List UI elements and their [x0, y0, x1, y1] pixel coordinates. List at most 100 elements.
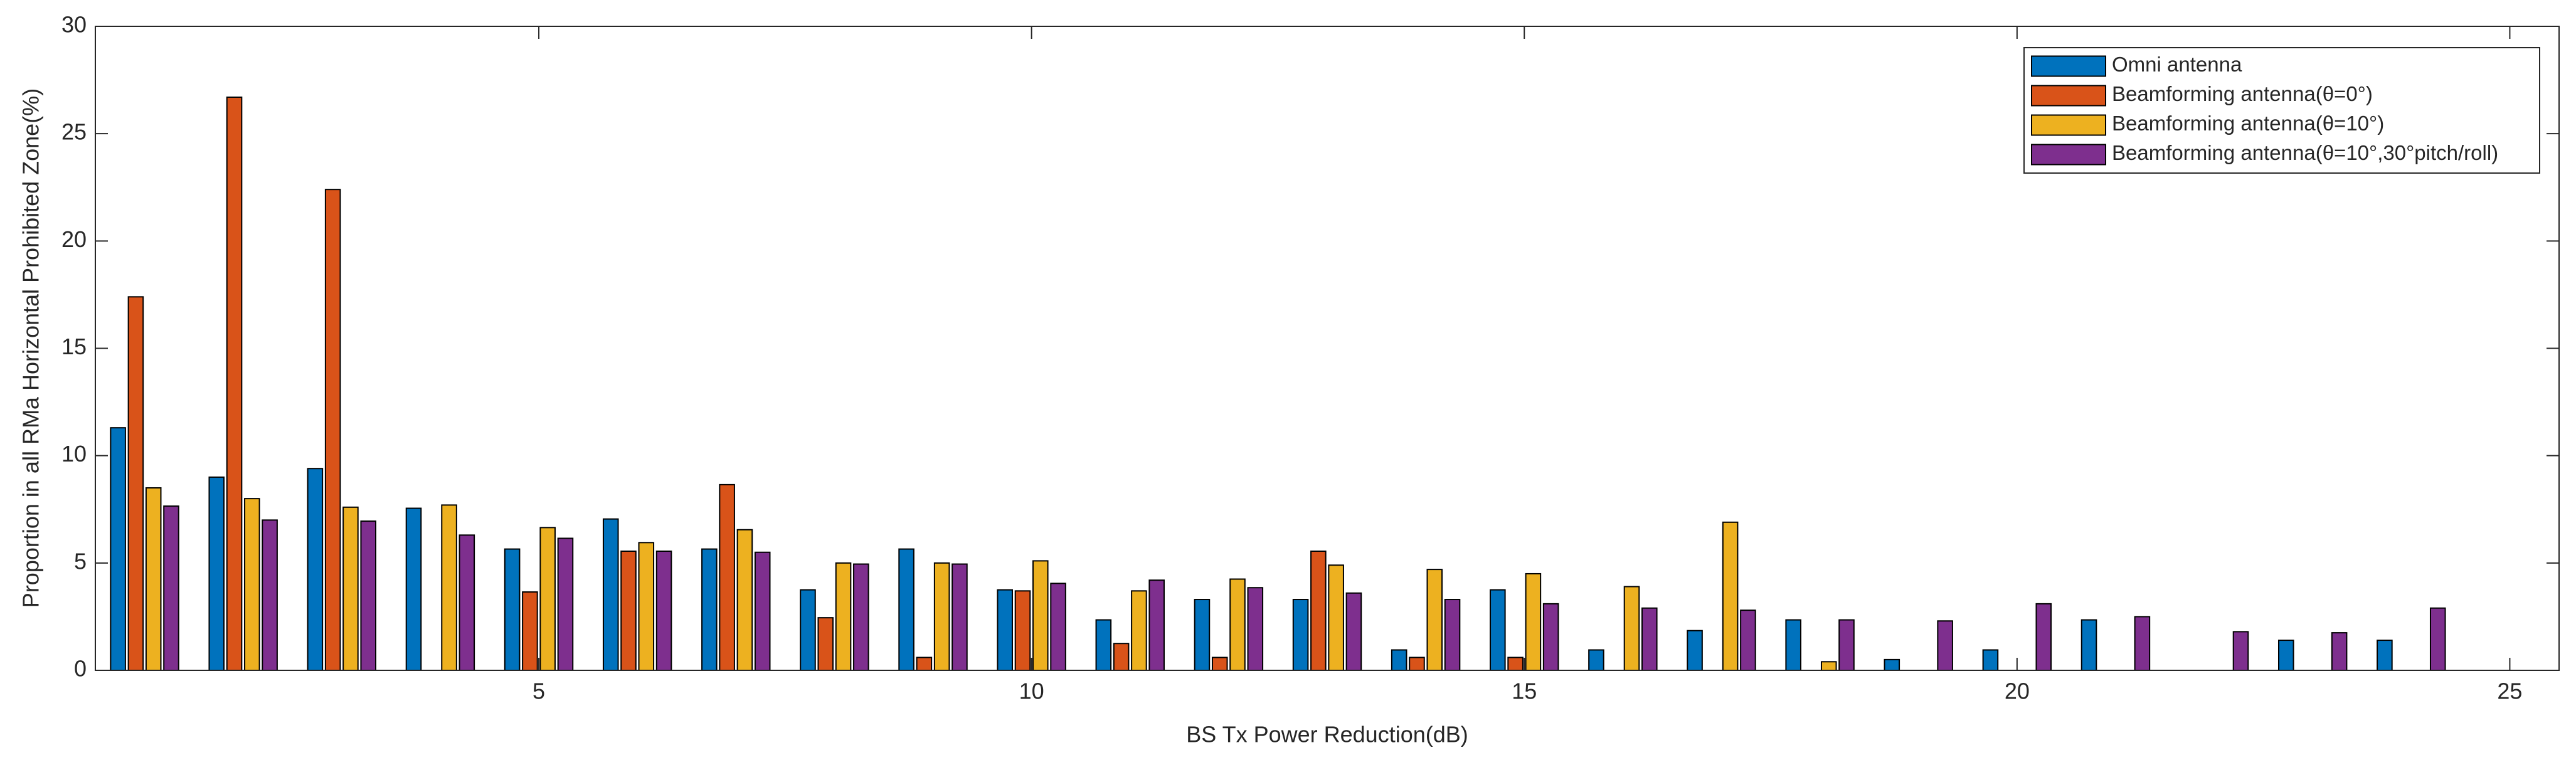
bar [1409, 657, 1425, 671]
bar [324, 189, 341, 671]
bar [817, 617, 834, 672]
bar [360, 520, 377, 671]
bar [110, 427, 126, 671]
bar [1623, 586, 1640, 671]
bar [1542, 603, 1559, 671]
bar [736, 529, 753, 671]
bar [1113, 643, 1130, 672]
bar [1292, 599, 1309, 672]
bar [1211, 657, 1228, 671]
bar [145, 487, 162, 671]
bar [2232, 631, 2249, 672]
bar [916, 657, 933, 671]
legend-label: Beamforming antenna(θ=10°) [2112, 112, 2384, 135]
bar [1426, 569, 1443, 671]
bar [1328, 564, 1344, 671]
legend-swatch [2031, 144, 2106, 166]
bar [1641, 607, 1658, 671]
legend-label: Beamforming antenna(θ=10°,30°pitch/roll) [2112, 141, 2498, 164]
bar [262, 519, 278, 671]
y-tick-label: 20 [61, 226, 87, 252]
bar [951, 563, 968, 671]
bar [2080, 619, 2097, 672]
bar [2377, 640, 2393, 671]
legend-swatch [2031, 85, 2106, 107]
bar [1687, 630, 1703, 671]
legend-box [2023, 47, 2540, 174]
bar [405, 507, 422, 671]
bar [1194, 599, 1211, 672]
bar [2331, 632, 2348, 672]
legend-label: Omni antenna [2112, 53, 2242, 76]
bar [655, 551, 672, 671]
x-tick-label: 25 [2497, 678, 2522, 704]
bar [1310, 551, 1327, 671]
y-tick-label: 10 [61, 441, 87, 467]
bar [1131, 590, 1147, 671]
bar [719, 483, 735, 671]
bar [898, 548, 914, 671]
bar [1525, 573, 1542, 672]
bar [1014, 590, 1031, 671]
bar [933, 562, 950, 671]
y-tick-label: 0 [74, 656, 87, 682]
bar [835, 562, 852, 671]
bar [638, 542, 655, 671]
bar [800, 589, 816, 671]
bar [701, 548, 718, 671]
bar [504, 548, 521, 671]
y-axis-label: Proportion in all RMa Horizontal Prohibi… [18, 88, 44, 608]
bar [1148, 579, 1165, 671]
bar [226, 96, 243, 672]
bar [1247, 587, 1264, 671]
bar [853, 563, 869, 671]
bar [458, 534, 475, 672]
bar [127, 296, 144, 671]
bar [1785, 619, 1801, 672]
y-tick-label: 15 [61, 334, 87, 359]
x-tick-label: 5 [533, 678, 545, 704]
bar [1345, 592, 1362, 672]
bar [1722, 521, 1739, 671]
x-tick-label: 20 [2005, 678, 2030, 704]
bar [1884, 658, 1900, 671]
bar [2134, 616, 2151, 672]
bar [522, 591, 538, 672]
legend-label: Beamforming antenna(θ=0°) [2112, 82, 2373, 105]
bar [1490, 589, 1506, 671]
x-axis-label: BS Tx Power Reduction(dB) [1186, 722, 1468, 747]
y-tick-label: 25 [61, 119, 87, 145]
bar [342, 506, 359, 671]
bar [2429, 607, 2446, 671]
bar [2277, 640, 2294, 671]
bar [1444, 599, 1461, 672]
legend-swatch [2031, 114, 2106, 136]
bar [1740, 610, 1756, 671]
bar [1937, 620, 1953, 671]
bar [997, 589, 1014, 671]
bar [754, 551, 771, 672]
bar [1391, 649, 1407, 672]
bar [1032, 560, 1049, 671]
bar [1588, 649, 1604, 672]
x-tick-label: 10 [1019, 678, 1044, 704]
bar [307, 468, 324, 671]
bar [1982, 649, 1999, 672]
x-tick-label: 15 [1512, 678, 1537, 704]
y-tick-label: 30 [61, 12, 87, 38]
bar [602, 518, 619, 672]
legend-swatch [2031, 55, 2106, 77]
bar [620, 551, 637, 671]
bar [1838, 619, 1855, 672]
bar [208, 476, 225, 672]
bar [1050, 583, 1066, 671]
bar [1095, 619, 1112, 672]
bar [1820, 661, 1837, 671]
bar [1229, 578, 1246, 672]
bar [2035, 603, 2052, 671]
bar [539, 527, 556, 671]
bar [163, 505, 179, 671]
bar [1507, 657, 1524, 671]
bar [441, 504, 457, 671]
